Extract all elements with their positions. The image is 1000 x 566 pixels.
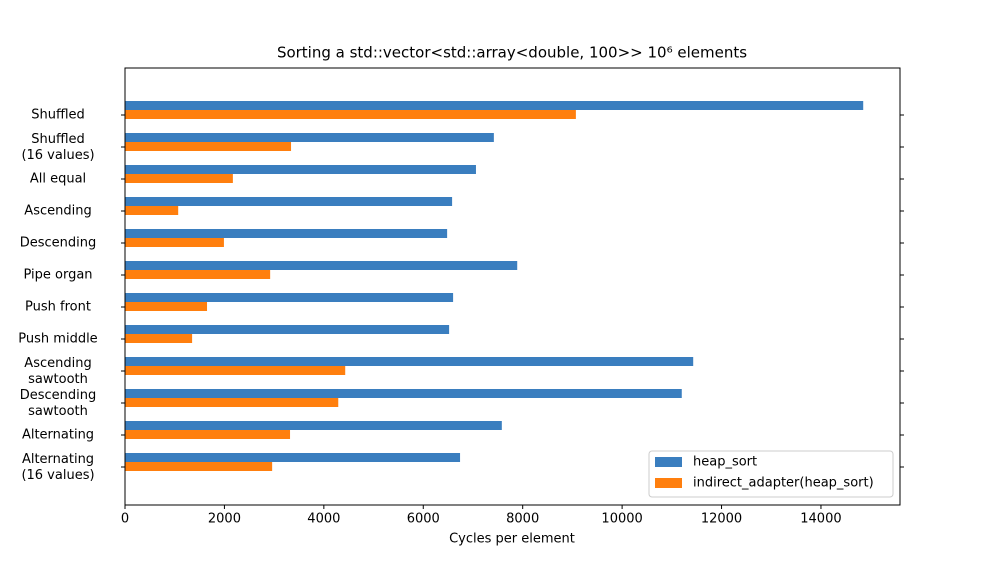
chart-title: Sorting a std::vector<std::array<double,… — [277, 44, 747, 62]
x-tick-label: 12000 — [701, 512, 742, 527]
bar — [125, 430, 291, 439]
y-tick-label: Descending — [20, 236, 97, 251]
label-line: Alternating — [22, 452, 94, 467]
bar — [125, 229, 448, 238]
bar — [125, 165, 476, 174]
x-tick-label: 0 — [121, 512, 129, 527]
label-line: Descending — [20, 388, 97, 403]
bar — [125, 238, 224, 247]
bar — [125, 133, 494, 142]
x-tick-label: 2000 — [208, 512, 241, 527]
y-tick-label: Descending sawtooth — [20, 388, 97, 419]
x-tick-label: 14000 — [800, 512, 841, 527]
bar — [125, 110, 576, 119]
bar — [125, 302, 208, 311]
label-line: Ascending — [24, 356, 91, 371]
y-tick-label: Alternating (16 values) — [21, 452, 94, 483]
x-axis-label: Cycles per element — [449, 532, 575, 547]
bar — [125, 398, 339, 407]
bar — [125, 197, 453, 206]
label-line: (16 values) — [21, 468, 94, 483]
legend-swatch — [655, 478, 682, 488]
x-tick-label: 6000 — [407, 512, 440, 527]
bar — [125, 101, 864, 110]
label-line: sawtooth — [28, 372, 88, 387]
legend-swatch — [655, 457, 682, 467]
x-tick-label: 4000 — [307, 512, 340, 527]
y-tick-label: Push front — [25, 300, 91, 315]
bar — [125, 366, 346, 375]
bar — [125, 174, 233, 183]
y-tick-label: Ascending sawtooth — [24, 356, 91, 387]
bar — [125, 421, 502, 430]
bar — [125, 293, 454, 302]
bar — [125, 142, 292, 151]
y-tick-label: Ascending — [24, 204, 91, 219]
y-tick-label: All equal — [30, 172, 86, 187]
y-tick-label: Push middle — [18, 332, 97, 347]
bar — [125, 325, 450, 334]
bar — [125, 453, 461, 462]
bar — [125, 206, 179, 215]
label-line: Shuffled — [31, 132, 85, 147]
x-tick-label: 8000 — [506, 512, 539, 527]
legend-label: heap_sort — [693, 455, 757, 470]
bar — [125, 334, 193, 343]
legend-frame — [648, 450, 894, 498]
bar — [125, 270, 271, 279]
y-tick-label: Shuffled — [31, 108, 85, 123]
bar — [125, 261, 518, 270]
y-tick-label: Pipe organ — [23, 268, 92, 283]
legend: heap_sort indirect_adapter(heap_sort) — [648, 450, 894, 498]
plot-frame — [124, 67, 901, 506]
bar — [125, 462, 273, 471]
bar — [125, 357, 694, 366]
legend-label: indirect_adapter(heap_sort) — [693, 476, 874, 491]
y-tick-label: Shuffled (16 values) — [21, 132, 94, 163]
label-line: sawtooth — [28, 404, 88, 419]
y-tick-label: Alternating — [22, 428, 94, 443]
label-line: (16 values) — [21, 148, 94, 163]
x-tick-label: 10000 — [601, 512, 642, 527]
bar — [125, 389, 682, 398]
